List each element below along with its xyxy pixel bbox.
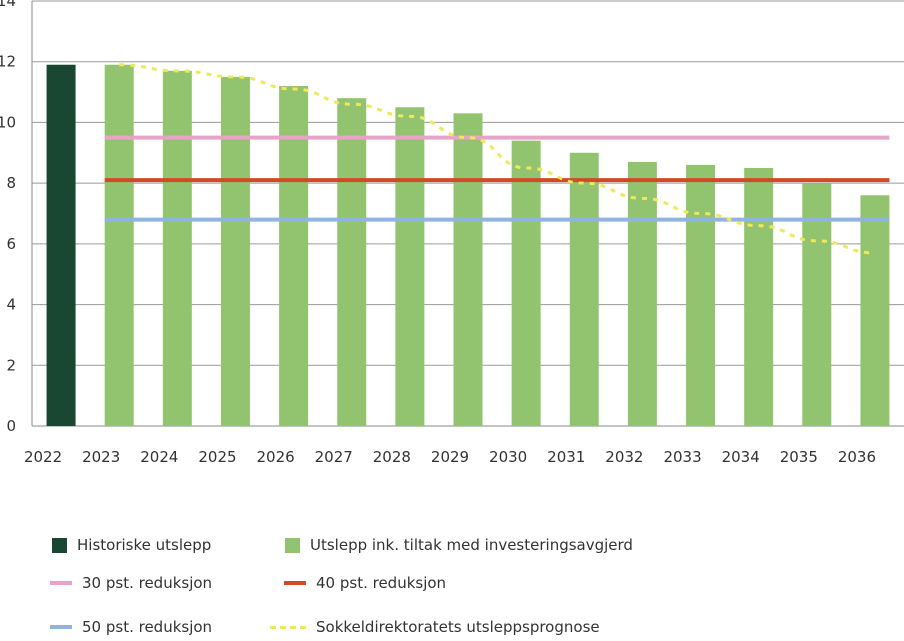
x-tick-label-2027: 2027 [315, 448, 353, 466]
bar-s1-2031 [569, 152, 599, 427]
bar-s1-2023 [104, 64, 134, 426]
y-tick-label-6: 6 [6, 235, 16, 253]
y-tick-label-8: 8 [6, 174, 16, 192]
x-tick-label-2028: 2028 [373, 448, 411, 466]
x-tick-label-2022: 2022 [24, 448, 62, 466]
x-tick-label-2033: 2033 [663, 448, 701, 466]
bar-layer [46, 64, 890, 427]
line-layer [104, 63, 890, 255]
x-tick-label-2034: 2034 [722, 448, 760, 466]
y-tick-label-2: 2 [6, 356, 16, 374]
x-tick-label-2032: 2032 [605, 448, 643, 466]
bar-s1-2027 [337, 98, 367, 427]
y-tick-labels: 0 2 4 6 8 10 12 14 [0, 0, 16, 435]
x-tick-label-2035: 2035 [780, 448, 818, 466]
bar-s1-2032 [627, 161, 657, 426]
y-tick-label-14: 14 [0, 0, 16, 10]
y-tick-label-4: 4 [6, 296, 16, 314]
bar-s1-2028 [395, 107, 425, 426]
x-tick-label-2029: 2029 [431, 448, 469, 466]
x-tick-label-2026: 2026 [257, 448, 295, 466]
bar-s1-2029 [453, 113, 483, 427]
bar-s1-2033 [686, 164, 716, 426]
bar-s1-2026 [279, 86, 309, 426]
bar-s0-2022 [46, 64, 76, 426]
x-tick-label-2025: 2025 [198, 448, 236, 466]
bar-s1-2024 [162, 70, 192, 427]
x-tick-label-2023: 2023 [82, 448, 120, 466]
x-tick-labels: 2022 2023 2024 2025 2026 2027 2028 2029 2030 2031… [24, 448, 876, 466]
y-tick-label-0: 0 [6, 417, 16, 435]
y-tick-label-10: 10 [0, 113, 16, 131]
bar-s1-2036 [860, 195, 890, 426]
bar-s1-2030 [511, 140, 541, 426]
bar-s1-2035 [802, 183, 832, 426]
y-tick-label-12: 12 [0, 53, 16, 71]
x-tick-label-2024: 2024 [140, 448, 178, 466]
series-dashed-line-5 [119, 63, 875, 255]
x-tick-label-2031: 2031 [547, 448, 585, 466]
x-tick-label-2036: 2036 [838, 448, 876, 466]
bar-s1-2034 [744, 167, 774, 426]
bar-s1-2025 [220, 76, 250, 427]
x-tick-label-2030: 2030 [489, 448, 527, 466]
